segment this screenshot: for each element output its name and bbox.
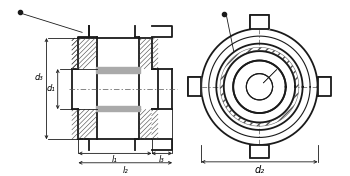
Text: l₁: l₁ (112, 155, 118, 164)
Text: d₁: d₁ (47, 84, 56, 93)
Text: l₃: l₃ (159, 155, 165, 164)
Polygon shape (224, 51, 295, 122)
Text: d₃: d₃ (35, 73, 43, 82)
Polygon shape (250, 15, 269, 29)
Polygon shape (188, 77, 201, 96)
Polygon shape (317, 77, 331, 96)
Text: l: l (277, 64, 279, 73)
Polygon shape (250, 145, 269, 158)
Polygon shape (233, 61, 286, 113)
Text: d₂: d₂ (254, 165, 265, 175)
Text: l₂: l₂ (122, 166, 128, 175)
